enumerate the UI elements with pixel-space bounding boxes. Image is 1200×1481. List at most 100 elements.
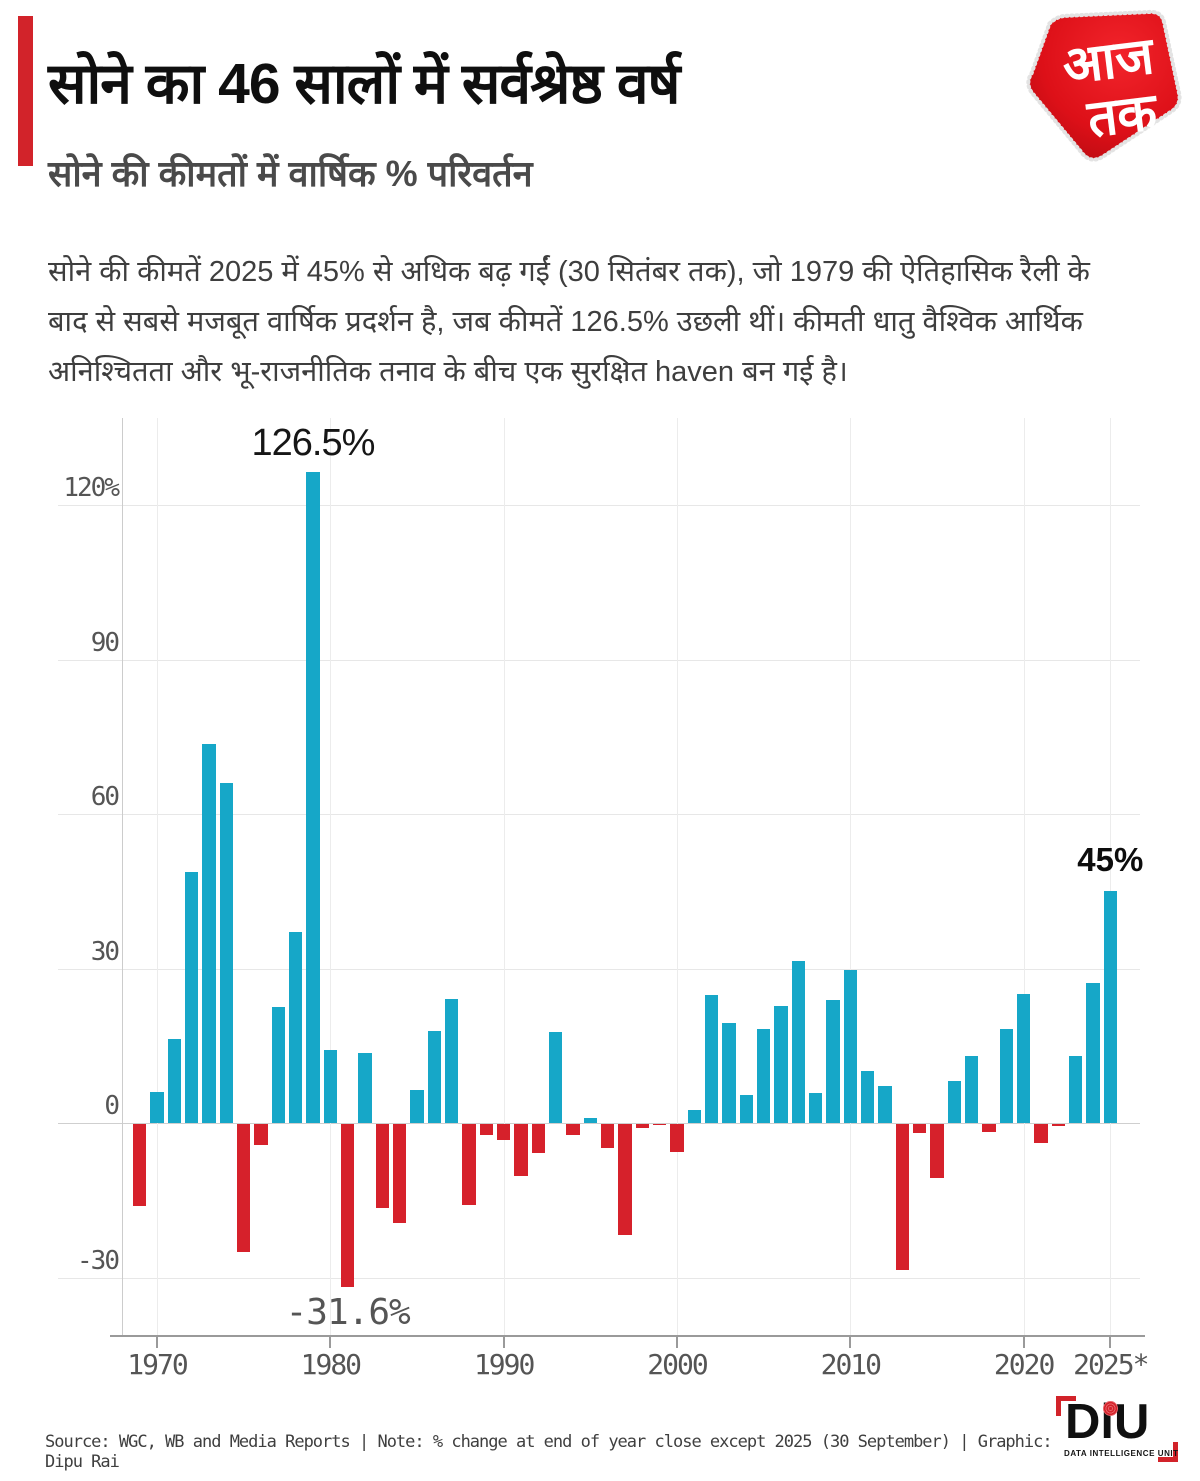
y-gridline bbox=[58, 1123, 1140, 1124]
y-gridline bbox=[58, 505, 1140, 506]
annotation-latest: 45% bbox=[1077, 841, 1144, 879]
x-gridline bbox=[1023, 418, 1025, 1335]
x-axis-tick bbox=[1109, 1335, 1112, 1348]
intro-paragraph: सोने की कीमतें 2025 में 45% से अधिक बढ़ … bbox=[48, 256, 1090, 388]
bar-1975 bbox=[236, 1124, 251, 1252]
x-tick-label: 2010 bbox=[820, 1348, 882, 1381]
bar-2011 bbox=[860, 1070, 875, 1123]
bar-1974 bbox=[219, 783, 234, 1123]
x-tick-label: 2000 bbox=[647, 1348, 708, 1381]
y-axis-line bbox=[122, 418, 123, 1335]
gold-annual-change-bar-chart: 120% 90 60 30 0 -30 1970 1980 1990 2000 2010 2020 20… bbox=[0, 400, 1200, 1400]
bar-1988 bbox=[462, 1124, 476, 1205]
aajtak-logo: आज तक bbox=[1026, 8, 1182, 164]
bar-1999 bbox=[652, 1124, 667, 1126]
bar-2006 bbox=[774, 1005, 788, 1123]
y-gridline bbox=[58, 1277, 1140, 1279]
bar-1987 bbox=[444, 998, 459, 1123]
bar-1980 bbox=[323, 1049, 338, 1123]
bar-2025 bbox=[1103, 891, 1118, 1123]
bar-1978 bbox=[288, 932, 303, 1123]
x-tick-label: 1990 bbox=[473, 1348, 535, 1381]
x-gridline bbox=[1110, 418, 1112, 1335]
x-axis-line bbox=[110, 1335, 1145, 1337]
annotation-peak: 126.5% bbox=[251, 421, 376, 464]
bar-1993 bbox=[548, 1031, 563, 1123]
bar-1981 bbox=[340, 1124, 355, 1287]
bar-1971 bbox=[167, 1038, 182, 1123]
bar-1986 bbox=[427, 1030, 442, 1123]
bar-2021 bbox=[1034, 1124, 1048, 1143]
bar-1992 bbox=[531, 1124, 546, 1154]
x-axis-tick bbox=[329, 1335, 332, 1348]
bar-1989 bbox=[479, 1124, 494, 1136]
bar-2008 bbox=[808, 1093, 823, 1123]
diu-fingerprint-dot-icon bbox=[1103, 1401, 1118, 1416]
bar-1998 bbox=[635, 1124, 650, 1129]
bar-2023 bbox=[1068, 1055, 1083, 1123]
bar-2014 bbox=[912, 1124, 927, 1133]
bar-2002 bbox=[704, 995, 719, 1123]
bar-2020 bbox=[1016, 993, 1031, 1123]
bar-1985 bbox=[410, 1090, 424, 1123]
y-tick-label: 0 bbox=[104, 1091, 120, 1121]
x-gridline bbox=[850, 418, 852, 1335]
x-axis-tick bbox=[1022, 1335, 1025, 1348]
bar-2005 bbox=[756, 1029, 771, 1123]
x-gridline bbox=[503, 418, 505, 1335]
bar-2012 bbox=[878, 1086, 892, 1123]
x-tick-label: 1970 bbox=[127, 1348, 188, 1381]
bar-2001 bbox=[687, 1110, 702, 1123]
bar-1994 bbox=[566, 1124, 580, 1136]
bar-1996 bbox=[600, 1124, 615, 1148]
bar-2003 bbox=[722, 1023, 736, 1123]
bar-1984 bbox=[392, 1124, 407, 1223]
x-axis-tick bbox=[849, 1335, 852, 1348]
bar-1991 bbox=[514, 1124, 528, 1176]
bar-1997 bbox=[618, 1124, 632, 1235]
x-tick-label: 2020 bbox=[993, 1348, 1055, 1381]
y-tick-label: 90 bbox=[90, 627, 120, 658]
bar-1969 bbox=[132, 1124, 147, 1207]
x-gridline bbox=[157, 418, 158, 1335]
bar-1970 bbox=[150, 1092, 164, 1123]
bar-2000 bbox=[670, 1124, 684, 1152]
bar-2018 bbox=[982, 1124, 996, 1133]
bar-1977 bbox=[271, 1006, 286, 1123]
annotation-trough: -31.6% bbox=[285, 1291, 411, 1333]
bar-2015 bbox=[930, 1124, 944, 1178]
aajtak-logo-shape: आज तक bbox=[1026, 9, 1182, 162]
aajtak-logo-word-1: आज bbox=[1059, 26, 1158, 95]
bar-2004 bbox=[739, 1095, 754, 1123]
x-axis-tick bbox=[156, 1335, 158, 1348]
page-title: सोने का 46 सालों में सर्वश्रेष्ठ वर्ष bbox=[48, 52, 680, 117]
source-note: Source: WGC, WB and Media Reports | Note… bbox=[45, 1432, 1053, 1472]
bar-2007 bbox=[791, 961, 806, 1123]
y-tick-label: -30 bbox=[77, 1245, 120, 1276]
page-subtitle: सोने की कीमतों में वार्षिक % परिवर्तन bbox=[48, 152, 533, 194]
y-gridline bbox=[58, 659, 1140, 661]
diu-corner-bracket-bottom-right bbox=[1158, 1442, 1178, 1462]
bar-1979 bbox=[306, 471, 320, 1123]
diu-corner-bracket-top-left bbox=[1056, 1396, 1076, 1416]
y-tick-label: 120% bbox=[63, 473, 120, 503]
x-gridline bbox=[676, 418, 678, 1335]
bar-2024 bbox=[1086, 982, 1100, 1123]
x-tick-label: 2025* bbox=[1073, 1348, 1149, 1381]
y-tick-label: 30 bbox=[90, 936, 120, 967]
diu-logo: DiU DATA INTELLIGENCE UNIT bbox=[1056, 1396, 1178, 1472]
bar-2022 bbox=[1051, 1124, 1066, 1126]
diu-logo-tagline: DATA INTELLIGENCE UNIT bbox=[1064, 1449, 1179, 1458]
bar-1990 bbox=[496, 1124, 511, 1140]
y-gridline bbox=[58, 814, 1140, 815]
y-gridline bbox=[58, 968, 1140, 970]
x-axis-tick bbox=[502, 1335, 505, 1348]
aajtak-logo-word-2: तक bbox=[1083, 82, 1162, 148]
title-accent-bar bbox=[18, 16, 33, 166]
x-gridline bbox=[330, 418, 332, 1335]
bar-1995 bbox=[583, 1117, 598, 1123]
x-tick-label: 1980 bbox=[300, 1348, 362, 1381]
bar-2010 bbox=[843, 969, 858, 1123]
bar-1973 bbox=[202, 744, 216, 1123]
x-axis-tick bbox=[675, 1335, 678, 1348]
